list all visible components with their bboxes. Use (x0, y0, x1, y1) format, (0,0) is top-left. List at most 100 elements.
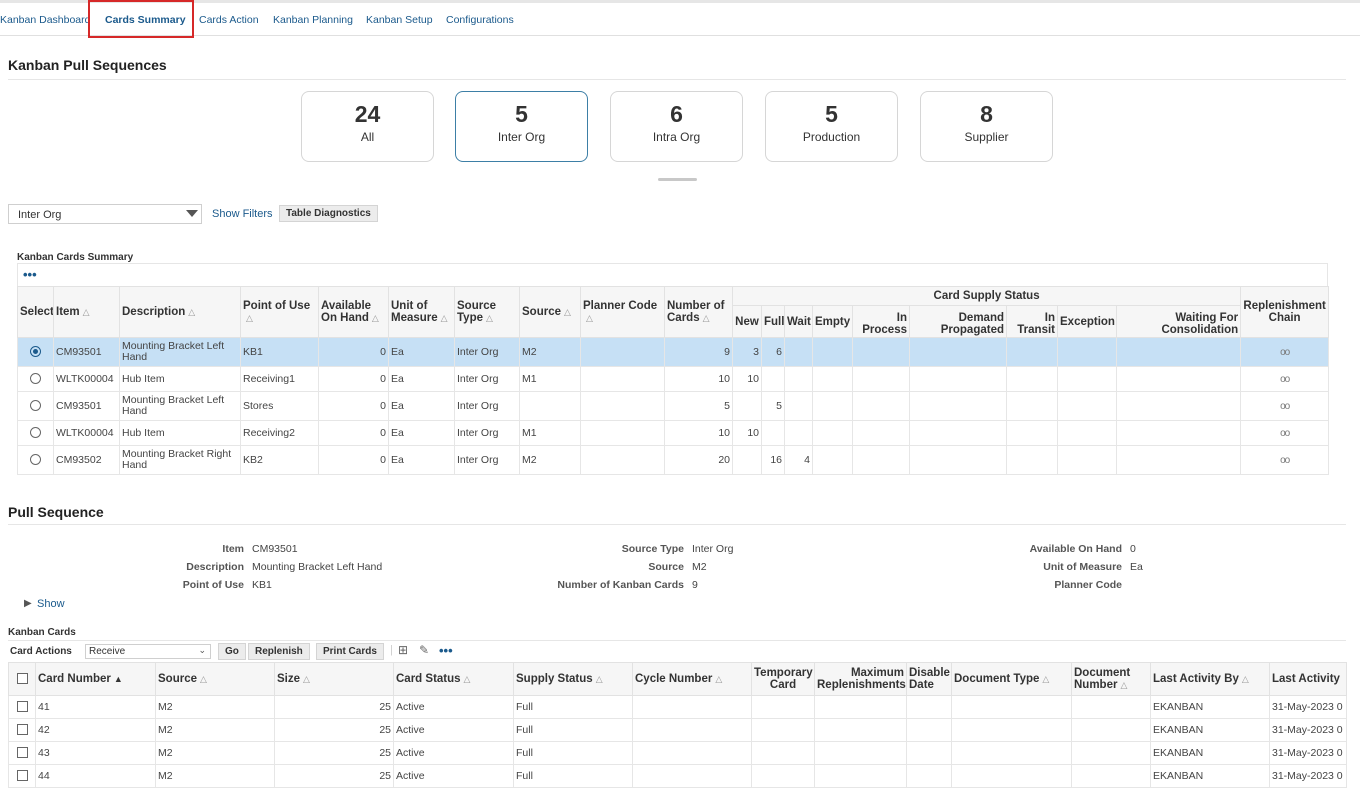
show-more-link[interactable]: Show (37, 598, 65, 610)
col-source[interactable]: Source △ (155, 662, 275, 696)
sort-icon[interactable]: △ (702, 313, 710, 323)
col-last-activity[interactable]: Last Activity (1269, 662, 1347, 696)
tab-kanban-dashboard[interactable]: Kanban Dashboard (0, 14, 91, 26)
cell-new[interactable]: 10 (732, 366, 762, 392)
more-actions-icon[interactable]: ••• (439, 643, 453, 658)
col-available-on-hand[interactable]: Available On Hand △ (318, 286, 389, 338)
cell-new[interactable] (732, 445, 762, 475)
cell-new[interactable] (732, 391, 762, 421)
table-row[interactable]: WLTK00004 Hub Item Receiving2 0 Ea Inter… (17, 420, 1330, 446)
col-card-number[interactable]: Card Number ▲ (35, 662, 156, 696)
tile-supplier[interactable]: 8 Supplier (920, 91, 1053, 162)
tab-kanban-setup[interactable]: Kanban Setup (366, 14, 433, 26)
sort-icon[interactable]: △ (1042, 674, 1050, 684)
sort-icon[interactable]: △ (564, 307, 571, 317)
tile-production[interactable]: 5 Production (765, 91, 898, 162)
col-number-of-cards[interactable]: Number of Cards △ (664, 286, 733, 338)
table-row[interactable]: CM93501 Mounting Bracket Left Hand KB1 0… (17, 337, 1330, 367)
cell-wait[interactable] (784, 337, 813, 367)
col-source-type[interactable]: Source Type △ (454, 286, 520, 338)
sort-icon[interactable]: △ (1241, 674, 1249, 684)
print-cards-button[interactable]: Print Cards (316, 643, 384, 660)
replenishment-chain-icon[interactable]: oo (1280, 454, 1290, 466)
row-checkbox[interactable] (16, 724, 28, 736)
tab-configurations[interactable]: Configurations (446, 14, 514, 26)
row-radio[interactable] (30, 454, 41, 466)
attachment-icon[interactable]: ✎ (419, 643, 430, 657)
tab-cards-summary[interactable]: Cards Summary (105, 14, 186, 26)
sort-icon[interactable]: △ (188, 307, 196, 317)
cell-full[interactable]: 16 (761, 445, 785, 475)
cell-wait[interactable] (784, 420, 813, 446)
table-row[interactable]: CM93502 Mounting Bracket Right Hand KB2 … (17, 445, 1330, 475)
carousel-pager[interactable] (658, 178, 697, 181)
replenishment-chain-icon[interactable]: oo (1280, 400, 1290, 412)
cell-full[interactable]: 5 (761, 391, 785, 421)
table-row[interactable]: CM93501 Mounting Bracket Left Hand Store… (17, 391, 1330, 421)
tab-cards-action[interactable]: Cards Action (199, 14, 259, 26)
col-document-number[interactable]: Document Number △ (1071, 662, 1151, 696)
table-row[interactable]: 42 M2 25 Active Full EKANBAN 31-May-2023… (8, 718, 1347, 742)
col-item[interactable]: Item △ (53, 286, 120, 338)
sort-icon[interactable]: △ (586, 313, 593, 323)
show-filters-link[interactable]: Show Filters (212, 208, 273, 220)
sort-icon[interactable]: △ (200, 674, 207, 684)
col-unit-of-measure[interactable]: Unit of Measure △ (388, 286, 455, 338)
table-row[interactable]: 44 M2 25 Active Full EKANBAN 31-May-2023… (8, 764, 1347, 788)
row-checkbox[interactable] (16, 701, 28, 713)
col-last-activity-by[interactable]: Last Activity By △ (1150, 662, 1270, 696)
sort-icon[interactable]: △ (371, 313, 379, 323)
tile-all[interactable]: 24 All (301, 91, 434, 162)
select-all-checkbox[interactable] (16, 673, 28, 685)
cell-wait[interactable] (784, 391, 813, 421)
table-row[interactable]: 43 M2 25 Active Full EKANBAN 31-May-2023… (8, 741, 1347, 765)
sort-icon[interactable]: △ (303, 674, 310, 684)
col-description[interactable]: Description △ (119, 286, 241, 338)
table-row[interactable]: 41 M2 25 Active Full EKANBAN 31-May-2023… (8, 695, 1347, 719)
tab-kanban-planning[interactable]: Kanban Planning (273, 14, 353, 26)
cell-full[interactable] (761, 420, 785, 446)
row-radio[interactable] (30, 373, 41, 385)
row-radio[interactable] (30, 346, 41, 358)
sort-icon[interactable]: △ (463, 674, 471, 684)
cell-new[interactable]: 10 (732, 420, 762, 446)
replenishment-chain-icon[interactable]: oo (1280, 346, 1290, 358)
col-source[interactable]: Source △ (519, 286, 581, 338)
table-diagnostics-button[interactable]: Table Diagnostics (279, 205, 378, 222)
replenish-button[interactable]: Replenish (248, 643, 310, 660)
col-cycle-number[interactable]: Cycle Number △ (632, 662, 752, 696)
col-size[interactable]: Size △ (274, 662, 394, 696)
replenishment-chain-icon[interactable]: oo (1280, 373, 1290, 385)
row-radio[interactable] (30, 427, 41, 439)
sort-icon[interactable]: △ (246, 313, 253, 323)
filter-select[interactable]: Inter Org (8, 204, 202, 224)
col-point-of-use[interactable]: Point of Use△ (240, 286, 319, 338)
row-radio[interactable] (30, 400, 41, 412)
cell-full[interactable] (761, 366, 785, 392)
cell-new[interactable]: 3 (732, 337, 762, 367)
card-action-select[interactable]: Receive ⌄ (85, 644, 211, 659)
cell-wait[interactable]: 4 (784, 445, 813, 475)
col-card-status[interactable]: Card Status △ (393, 662, 514, 696)
sort-icon[interactable]: △ (486, 313, 493, 323)
col-planner-code[interactable]: Planner Code△ (580, 286, 665, 338)
sort-icon[interactable]: △ (82, 307, 90, 317)
row-checkbox[interactable] (16, 770, 28, 782)
col-supply-status[interactable]: Supply Status △ (513, 662, 633, 696)
tile-intra-org[interactable]: 6 Intra Org (610, 91, 743, 162)
table-row[interactable]: WLTK00004 Hub Item Receiving1 0 Ea Inter… (17, 366, 1330, 392)
sort-icon[interactable]: △ (595, 674, 603, 684)
sort-icon[interactable]: △ (1120, 680, 1128, 690)
replenishment-chain-icon[interactable]: oo (1280, 427, 1290, 439)
sort-icon[interactable]: △ (715, 674, 723, 684)
more-actions-icon[interactable]: ••• (23, 267, 37, 282)
sort-ascending-icon[interactable]: ▲ (113, 674, 123, 684)
col-document-type[interactable]: Document Type △ (951, 662, 1072, 696)
tile-inter-org[interactable]: 5 Inter Org (455, 91, 588, 162)
cell-full[interactable]: 6 (761, 337, 785, 367)
filter-table-icon[interactable]: ⊞ (398, 643, 409, 657)
sort-icon[interactable]: △ (440, 313, 448, 323)
go-button[interactable]: Go (218, 643, 246, 660)
expand-triangle-icon[interactable]: ▶ (24, 598, 32, 609)
cell-wait[interactable] (784, 366, 813, 392)
